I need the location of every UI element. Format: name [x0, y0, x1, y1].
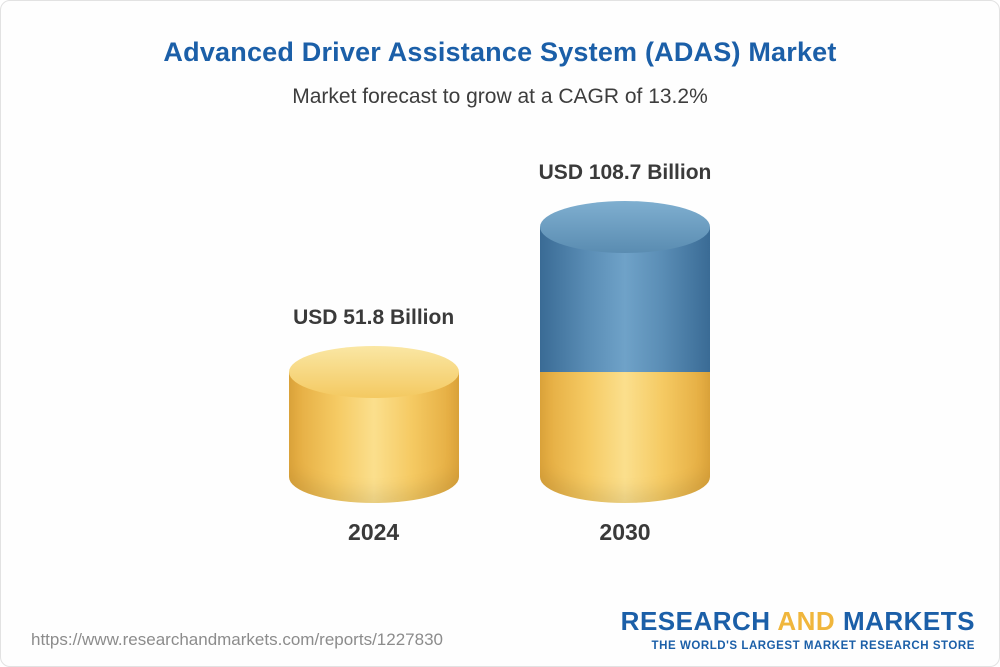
logo-tagline: THE WORLD'S LARGEST MARKET RESEARCH STOR…	[651, 640, 975, 652]
research-and-markets-logo: RESEARCH AND MARKETS THE WORLD'S LARGEST…	[621, 606, 975, 652]
logo-word-and: AND	[777, 606, 836, 636]
category-label-2024: 2024	[348, 519, 400, 546]
logo-wordmark: RESEARCH AND MARKETS	[621, 606, 975, 637]
value-label-2024: USD 51.8 Billion	[293, 305, 455, 329]
chart-title: Advanced Driver Assistance System (ADAS)…	[163, 37, 837, 67]
bar-group-2024: USD 51.8 Billion 2024	[288, 305, 459, 547]
logo-word-research: RESEARCH	[620, 606, 771, 636]
cylinder-top-cap	[288, 345, 459, 398]
category-label-2030: 2030	[599, 519, 651, 546]
cylinder-top-cap	[540, 201, 710, 253]
footer: https://www.researchandmarkets.com/repor…	[31, 606, 975, 652]
cylinder-2024	[288, 345, 459, 504]
value-label-2030: USD 108.7 Billion	[538, 161, 712, 184]
cylinder-segment-gold	[540, 371, 710, 504]
source-url[interactable]: https://www.researchandmarkets.com/repor…	[31, 630, 443, 649]
cylinder-2030	[540, 201, 710, 504]
cylinder-bar-chart: USD 51.8 Billion 2024 USD 108.7 Billion …	[1, 161, 999, 546]
chart-subtitle: Market forecast to grow at a CAGR of 13.…	[292, 85, 708, 108]
logo-word-markets: MARKETS	[842, 606, 975, 636]
bar-group-2030: USD 108.7 Billion 2030	[539, 161, 712, 546]
